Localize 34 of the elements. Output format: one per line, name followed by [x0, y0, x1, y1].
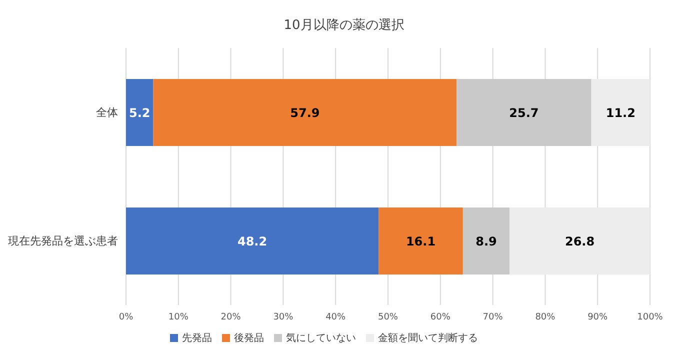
bar	[126, 208, 379, 274]
bar	[456, 79, 592, 146]
legend-label: 後発品	[234, 333, 264, 344]
x-tick-label: 100%	[637, 312, 664, 322]
data-label: 16.1	[406, 234, 436, 248]
data-label: 48.2	[237, 234, 268, 248]
x-tick-label: 60%	[430, 312, 451, 322]
legend-label: 先発品	[182, 333, 212, 344]
data-label: 8.9	[476, 234, 497, 248]
bar	[378, 208, 463, 274]
data-label: 26.8	[564, 234, 595, 248]
data-label: 11.2	[606, 106, 636, 120]
x-tick-label: 0%	[118, 312, 134, 322]
y-tick-label: 全体	[96, 106, 118, 120]
bar	[153, 79, 457, 146]
x-tick-label: 40%	[326, 312, 346, 322]
x-tick-label: 50%	[378, 312, 398, 322]
x-tick-label: 70%	[482, 312, 504, 322]
legend-label: 金額を聞いて判断する	[378, 333, 478, 344]
x-tick-label: 20%	[220, 312, 242, 322]
x-tick-label: 30%	[273, 312, 294, 322]
bar	[510, 208, 650, 274]
data-label: 57.9	[290, 106, 320, 120]
chart-title: 10月以降の薬の選択	[282, 17, 406, 35]
bar	[591, 79, 650, 146]
data-label: 5.2	[128, 106, 150, 120]
x-tick-label: 90%	[588, 312, 608, 322]
x-tick-label: 10%	[168, 312, 189, 322]
data-label: 25.7	[509, 106, 539, 120]
bar	[126, 79, 154, 146]
bar	[462, 208, 510, 274]
x-tick-label: 80%	[535, 312, 556, 322]
legend-label: 気にしていない	[286, 333, 356, 344]
y-tick-label: 現在先発品を選ぶ患者	[8, 234, 118, 248]
